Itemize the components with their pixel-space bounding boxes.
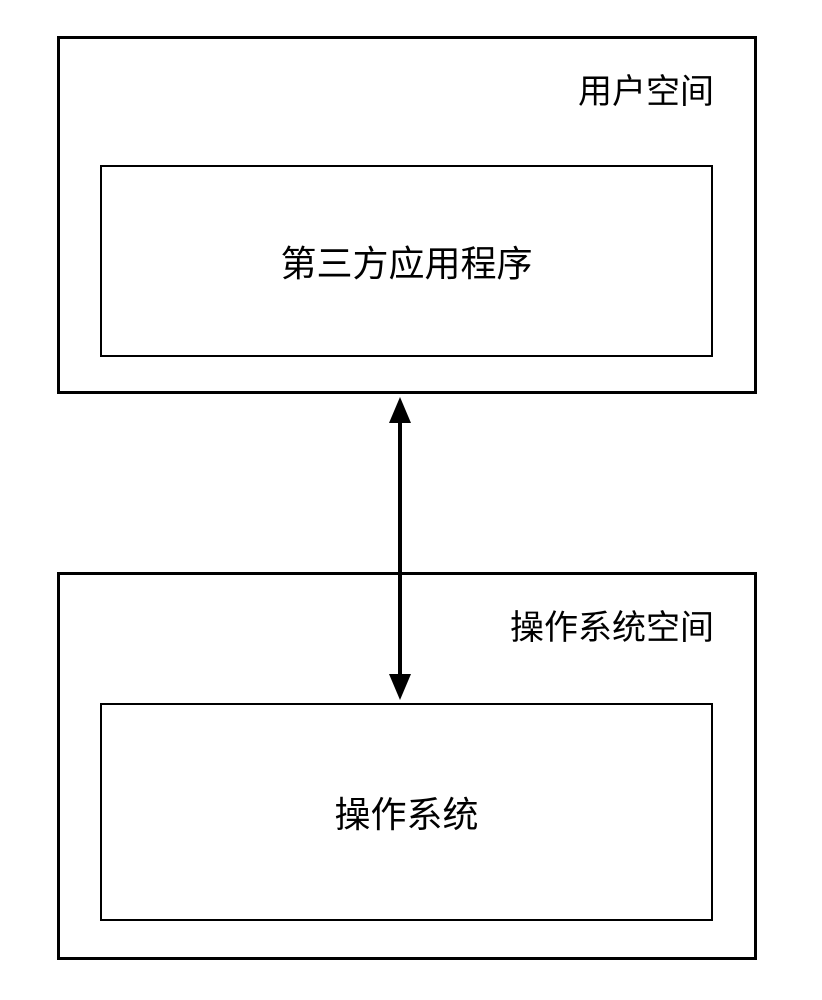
user-space-label: 用户空间 [578, 64, 714, 113]
os-space-label: 操作系统空间 [510, 600, 714, 649]
operating-system-label: 操作系统 [334, 786, 478, 838]
arrow-head-down-icon [389, 674, 411, 700]
arrow-line [398, 419, 402, 678]
third-party-app-box: 第三方应用程序 [100, 165, 713, 357]
operating-system-box: 操作系统 [100, 703, 713, 921]
bidirectional-arrow [398, 397, 422, 700]
third-party-app-label: 第三方应用程序 [280, 235, 532, 287]
